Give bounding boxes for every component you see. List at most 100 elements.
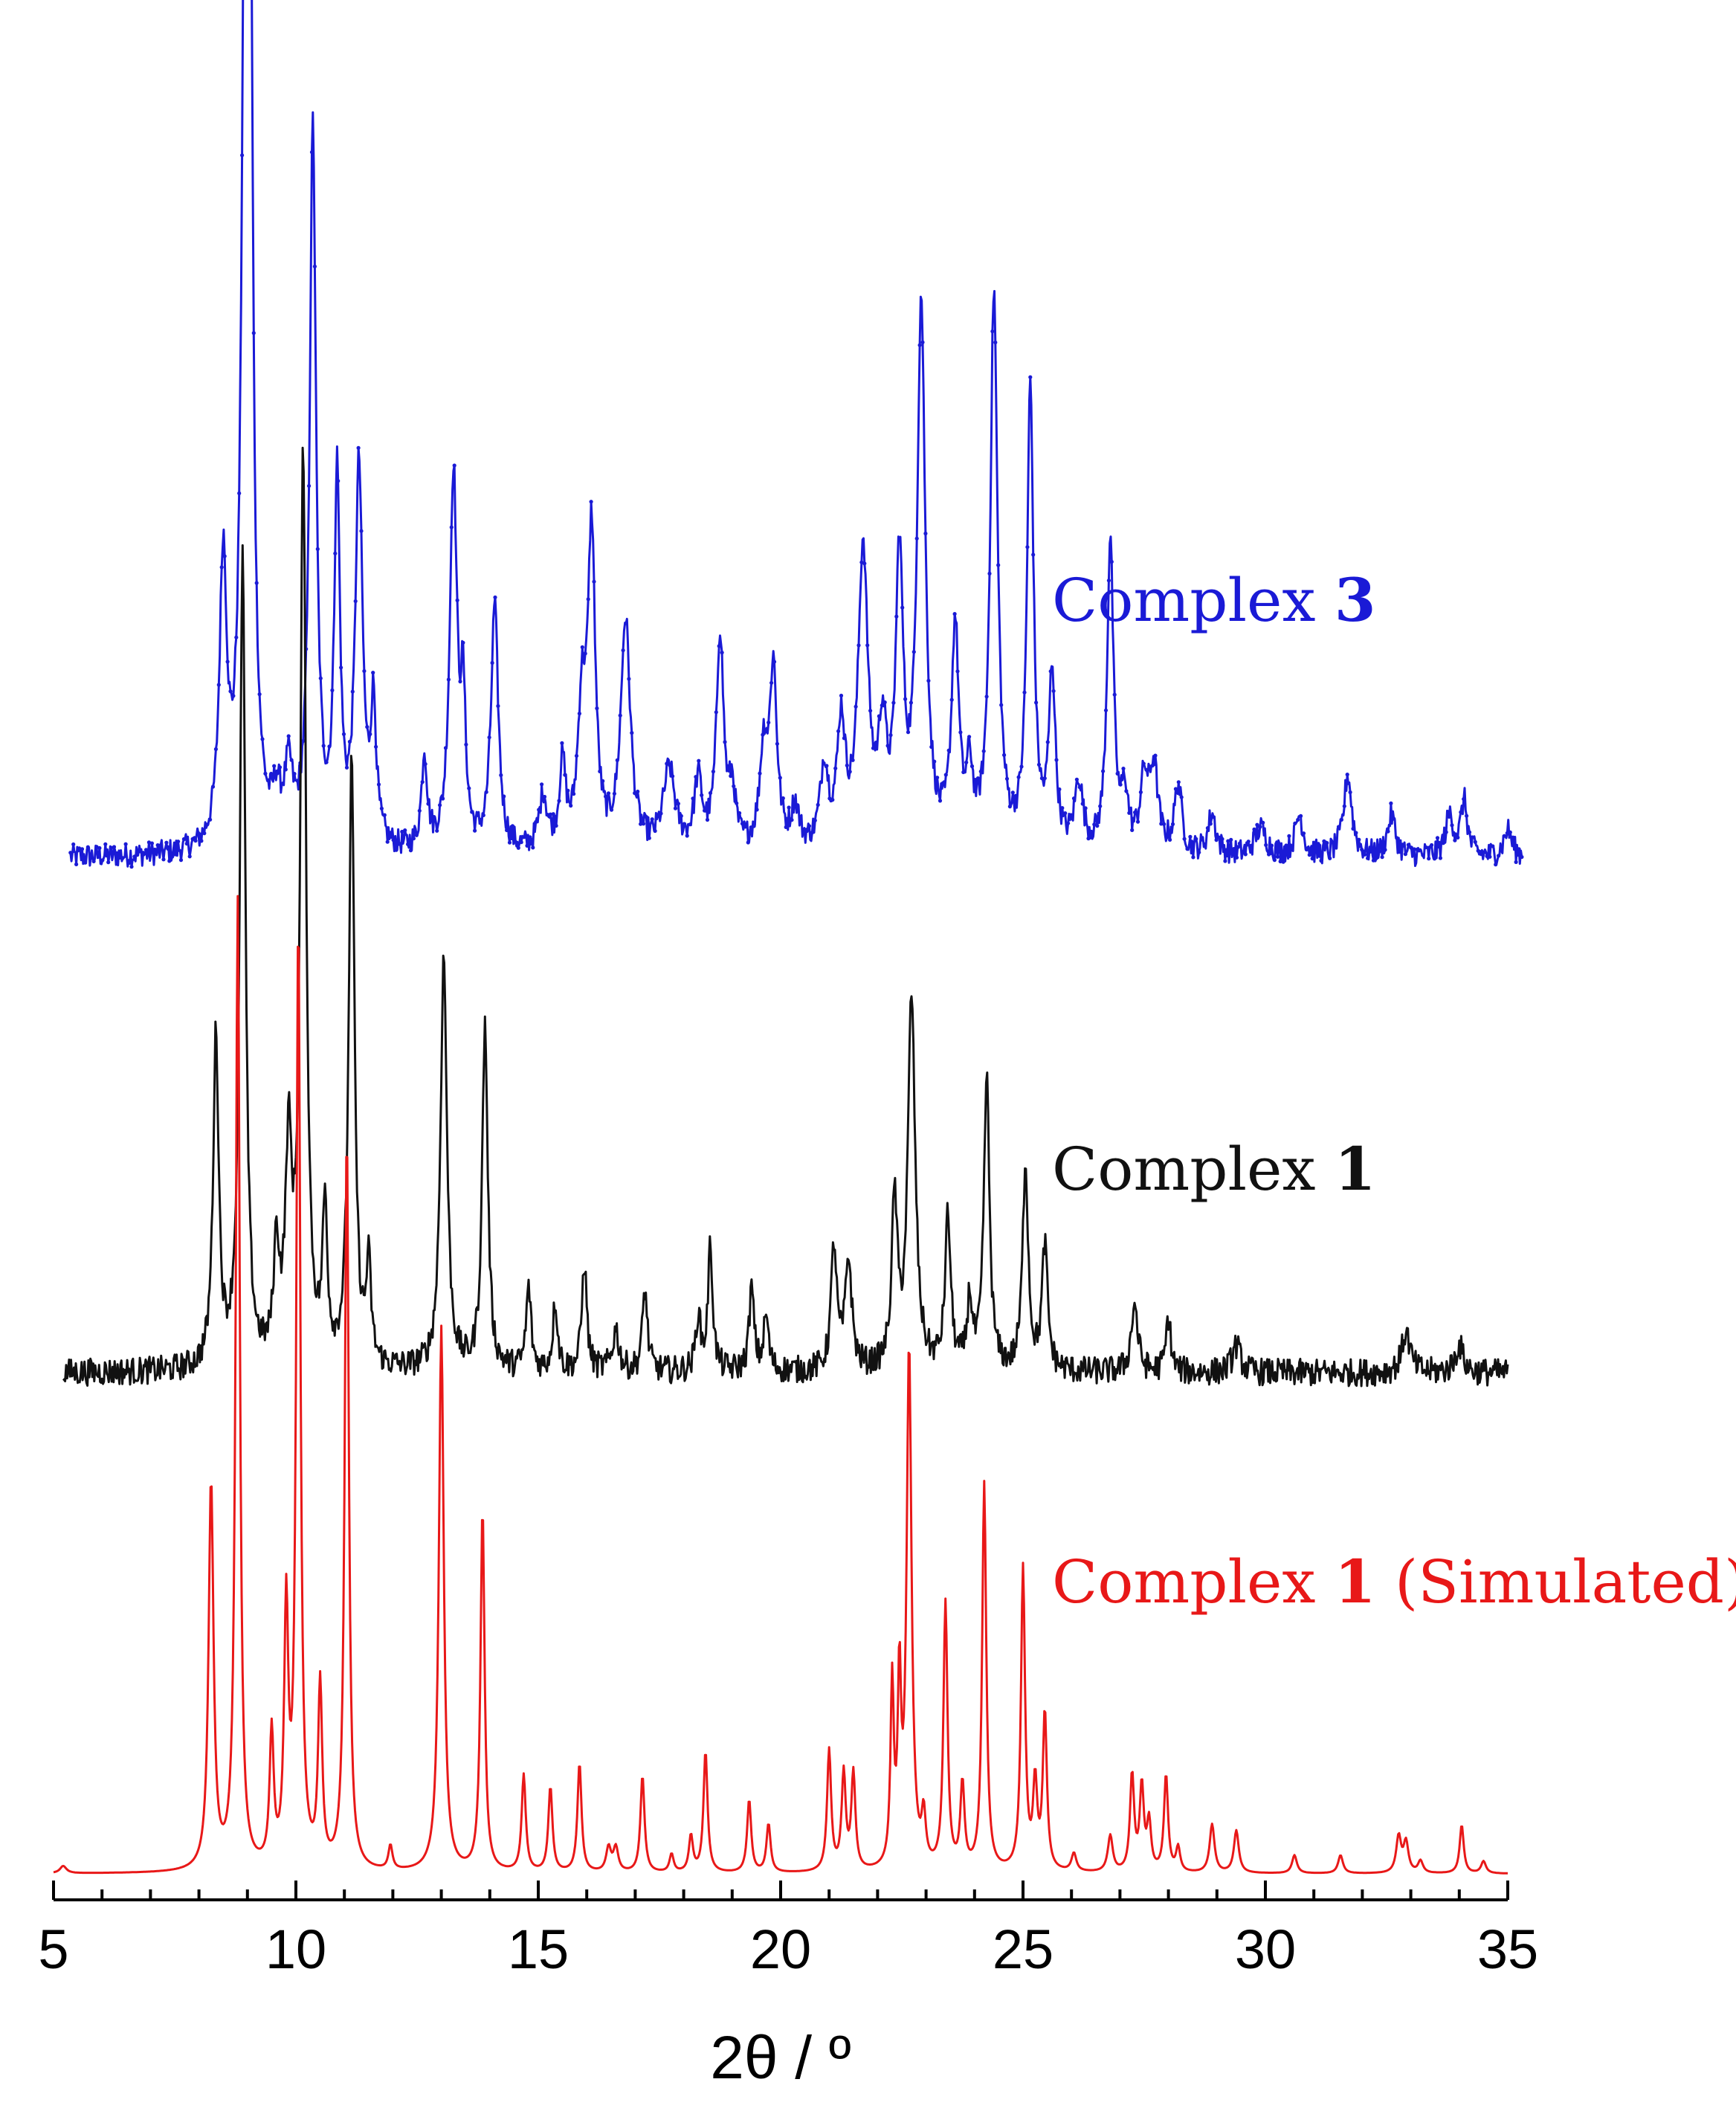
data-point [1450, 823, 1454, 828]
data-point [493, 595, 497, 599]
data-point [1124, 789, 1129, 793]
data-point [379, 806, 384, 811]
data-point [1447, 814, 1451, 819]
data-point [324, 760, 329, 764]
data-point [167, 859, 172, 863]
data-point [1438, 856, 1442, 860]
data-point [193, 839, 198, 843]
data-point [1374, 856, 1378, 860]
data-point [673, 806, 678, 811]
data-point [1316, 842, 1320, 846]
data-point [289, 758, 294, 762]
data-point [210, 784, 216, 789]
data-point [1491, 844, 1495, 848]
data-point [1179, 795, 1184, 799]
data-point [531, 845, 535, 850]
data-point [1363, 852, 1367, 857]
data-point [778, 776, 782, 780]
data-point [865, 643, 870, 648]
data-point [1488, 854, 1492, 859]
data-point [359, 529, 364, 533]
data-point [490, 660, 494, 666]
data-point [761, 732, 765, 737]
data-point [176, 840, 181, 844]
data-point [1482, 850, 1486, 854]
data-point [877, 714, 881, 718]
data-point [935, 776, 940, 780]
data-point [309, 150, 314, 155]
data-point [510, 824, 515, 828]
data-point [755, 808, 759, 812]
data-point [732, 784, 736, 788]
data-point [1453, 838, 1457, 842]
data-point [1514, 860, 1518, 864]
data-point [624, 621, 628, 625]
data-point [120, 856, 125, 860]
data-point [408, 848, 413, 853]
series-0-trace [68, 0, 1524, 869]
data-point [604, 794, 608, 799]
data-point [1371, 858, 1375, 863]
data-point [781, 796, 785, 801]
data-point [967, 735, 972, 739]
data-point [83, 860, 87, 865]
series-2-trace [53, 895, 1508, 1875]
data-point [633, 791, 637, 796]
data-point [222, 554, 227, 558]
data-point [71, 842, 76, 847]
data-point [801, 828, 806, 832]
data-point [103, 842, 108, 846]
data-point [1156, 793, 1161, 798]
data-point [295, 779, 300, 783]
data-point [347, 739, 352, 744]
data-point [1054, 758, 1059, 762]
data-point [548, 812, 552, 816]
data-point [932, 759, 937, 764]
data-point [417, 808, 422, 813]
data-point [839, 693, 844, 698]
data-point [458, 679, 462, 684]
data-point [676, 802, 681, 806]
data-point [371, 671, 375, 675]
data-point [1176, 780, 1181, 784]
data-point [525, 843, 529, 848]
data-point [126, 859, 131, 863]
data-point [958, 730, 963, 735]
data-point [1354, 831, 1358, 835]
data-point [1336, 825, 1341, 829]
data-point [1083, 806, 1088, 811]
x-tick-label: 35 [1477, 1918, 1538, 1980]
data-point [1211, 815, 1216, 819]
data-point [1255, 822, 1259, 827]
data-point [630, 731, 634, 735]
data-point [519, 840, 523, 845]
data-point [560, 741, 564, 746]
data-point [196, 831, 201, 836]
data-point [1170, 822, 1175, 826]
data-point [810, 831, 814, 835]
data-point [1092, 822, 1097, 827]
data-point [1421, 853, 1425, 857]
data-point [1205, 826, 1210, 831]
data-point [1153, 753, 1158, 758]
data-point [897, 536, 902, 541]
data-point [143, 848, 149, 852]
data-point [572, 792, 576, 796]
data-point [542, 794, 547, 799]
data-point [891, 700, 896, 705]
data-point [1200, 837, 1204, 842]
data-point [1135, 819, 1140, 824]
series-label-text: Complex [1052, 1135, 1335, 1204]
data-point [551, 812, 555, 816]
data-point [251, 331, 256, 335]
data-point [496, 703, 500, 709]
data-point [1392, 816, 1396, 821]
data-point [1418, 848, 1422, 852]
data-point [1517, 847, 1521, 851]
data-point [1240, 851, 1245, 855]
data-point [1013, 793, 1018, 798]
data-point [146, 840, 151, 845]
data-point [74, 862, 79, 866]
data-point [1095, 824, 1100, 828]
data-point [906, 730, 911, 735]
